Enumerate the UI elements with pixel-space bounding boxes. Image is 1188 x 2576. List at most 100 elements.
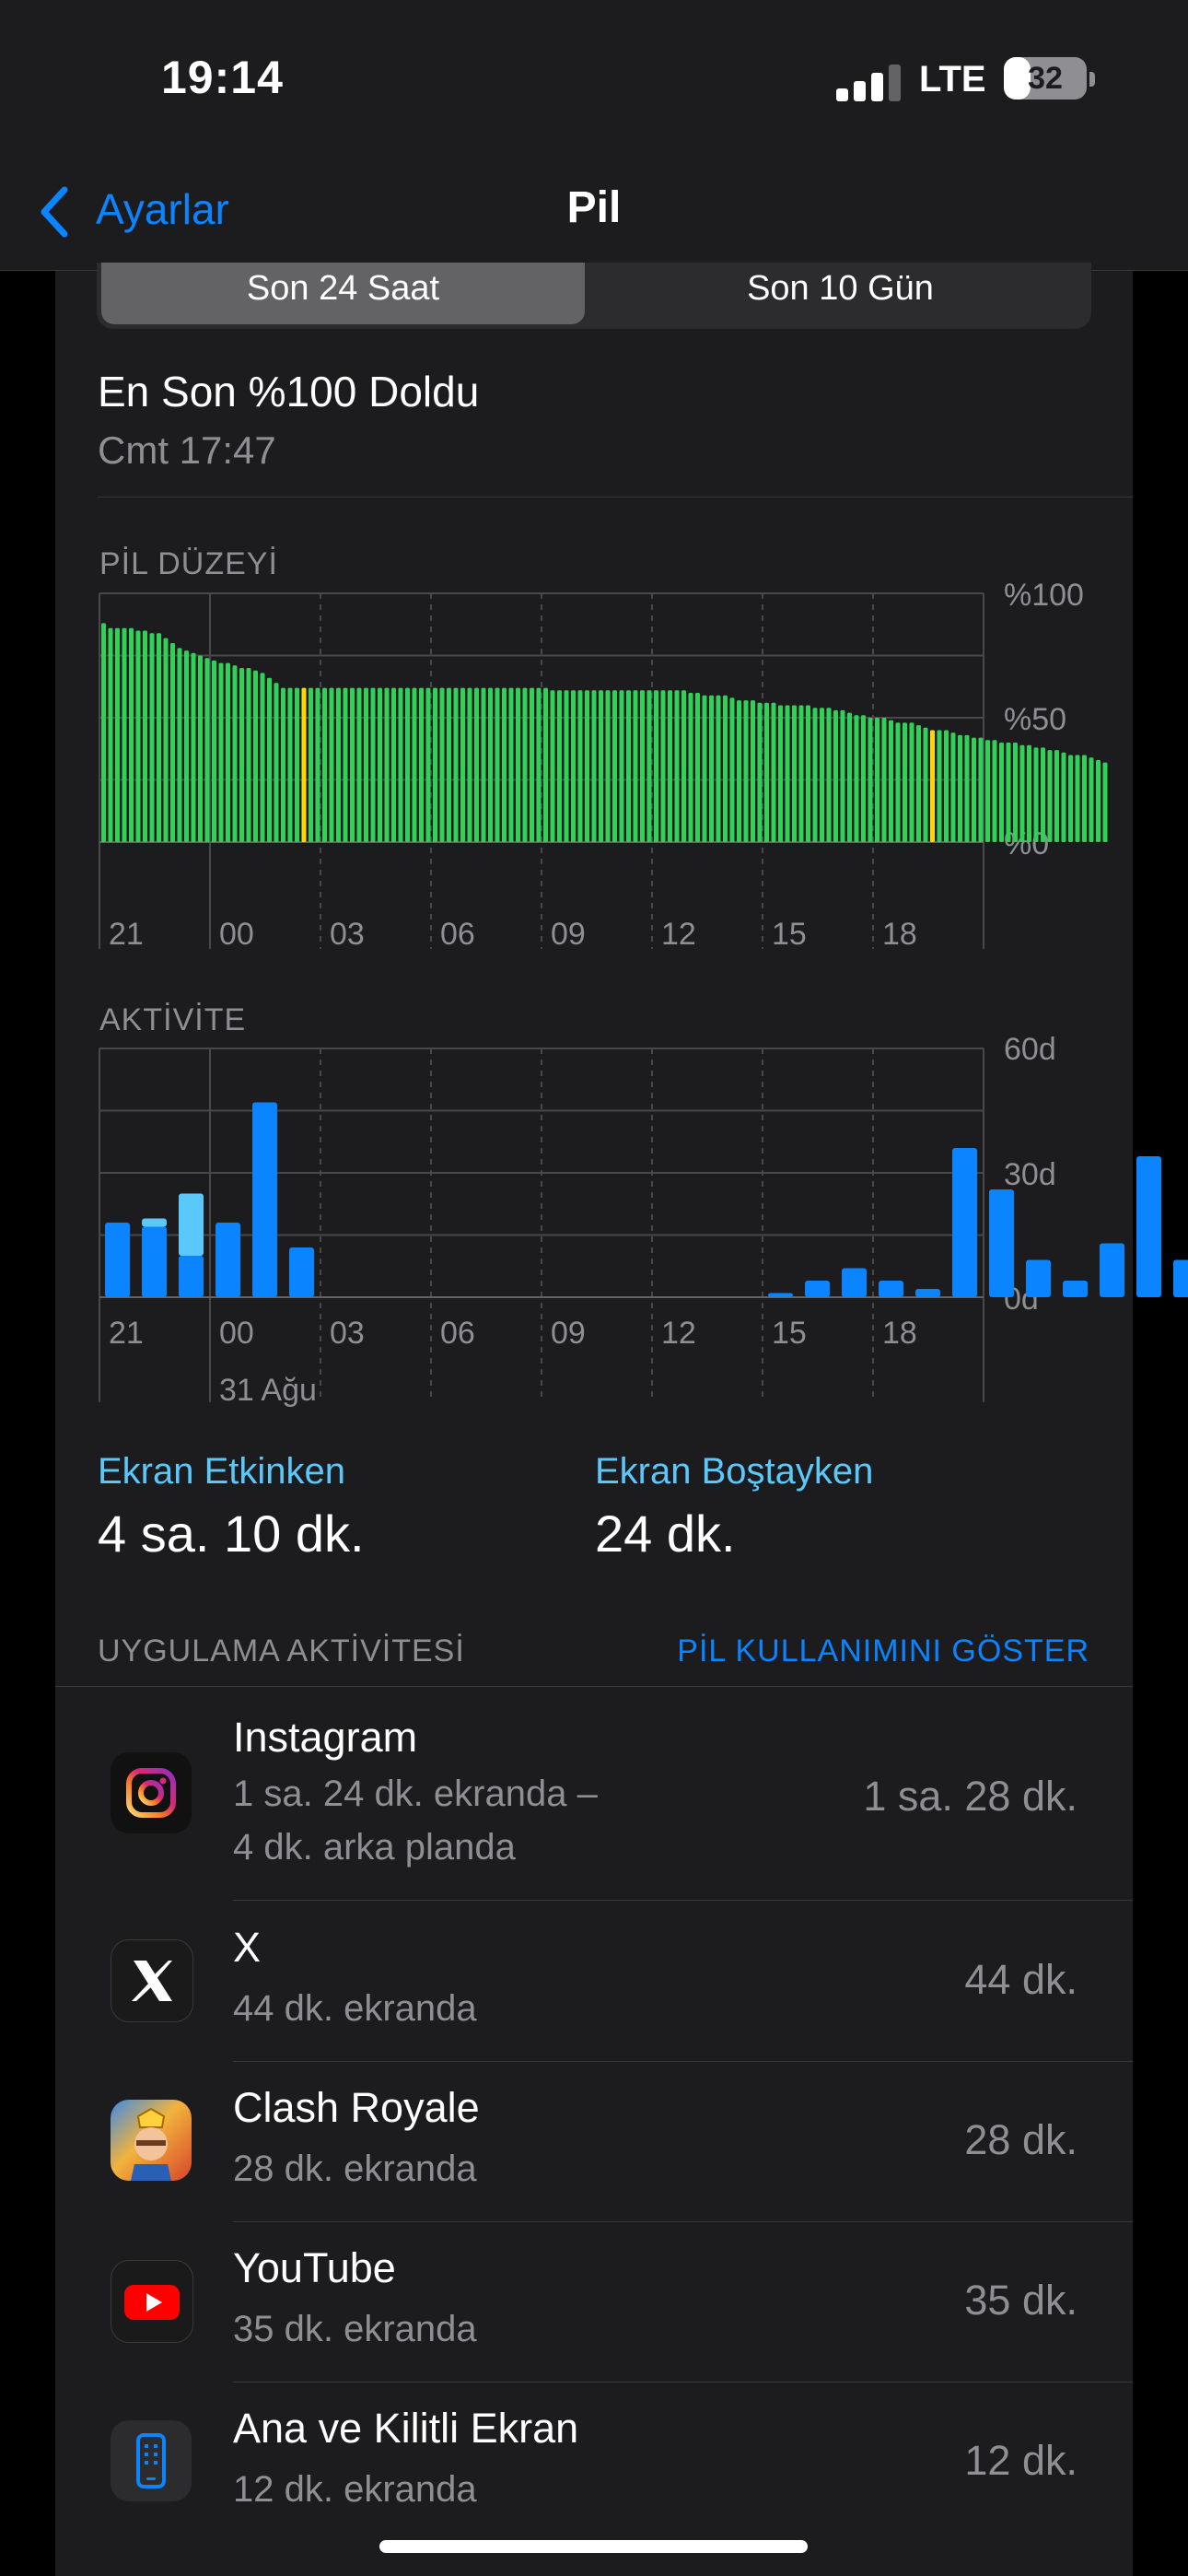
battery-level-bar [170,643,175,842]
battery-level-bar [577,690,583,842]
activity-bar-screen-on [289,1247,314,1297]
battery-x-tick-label: 18 [882,917,917,952]
app-activity-title: UYGULAMA AKTİVİTESİ [98,1633,465,1669]
battery-level-bar [599,690,603,842]
battery-level-chart-title: PİL DÜZEYİ [99,546,278,581]
app-row-youtube[interactable]: YouTube 35 dk. ekranda 35 dk. [55,2221,1133,2383]
clash-royale-icon [111,2100,192,2181]
battery-level-bar [585,690,589,842]
activity-bar-screen-on [105,1223,130,1297]
activity-x-tick-label: 06 [440,1316,475,1351]
battery-level-bar [646,690,652,842]
x-icon [111,1939,193,2022]
battery-level-bar [889,720,893,842]
battery-level-bar [226,662,230,842]
battery-level-bar [1102,762,1108,842]
battery-level-bar [792,705,797,842]
segment-last-24-hours[interactable]: Son 24 Saat [246,269,440,308]
activity-bar-screen-on [1136,1156,1161,1297]
app-name: Ana ve Kilitli Ekran [233,2405,579,2452]
battery-level-bar [433,687,437,842]
home-lock-screen-icon [111,2420,192,2501]
activity-bar-screen-on [842,1268,867,1297]
battery-level-bar [398,687,403,842]
battery-level-bar [378,687,382,842]
app-row-x[interactable]: X 44 dk. ekranda 44 dk. [55,1901,1133,2062]
battery-level-bar [474,687,479,842]
battery-level-bar [944,730,949,842]
activity-bar-screen-on [142,1226,167,1297]
battery-level-bar [709,695,714,842]
activity-x-tick-label: 18 [882,1316,917,1351]
battery-level-bar [198,655,203,842]
battery-level-bar [412,687,417,842]
activity-bar-screen-on [768,1293,793,1297]
activity-bar-screen-on [1173,1259,1188,1297]
activity-bar-screen-on [179,1256,204,1297]
battery-level-bar [135,630,141,842]
battery-x-tick-label: 15 [772,917,807,952]
battery-level-bar [191,652,196,842]
battery-level-bar [274,683,279,842]
screen-idle-label: Ekran Boştayken [595,1451,874,1492]
screen-active-label: Ekran Etkinken [98,1451,346,1492]
battery-level-bar [688,693,693,842]
battery-x-tick-label: 12 [661,917,696,952]
battery-level-bar [350,687,355,842]
battery-level-bar [405,687,410,842]
battery-level-bar [868,718,873,842]
back-button[interactable]: Ayarlar [96,185,229,233]
battery-x-tick-label: 06 [440,917,475,952]
battery-level-bar [557,690,562,842]
battery-level-bar [903,722,907,842]
battery-level-bar [177,648,182,842]
chevron-left-icon[interactable] [37,184,74,240]
battery-level-bar [633,690,638,842]
battery-level-bar [163,638,169,842]
show-battery-usage-button[interactable]: PİL KULLANIMINI GÖSTER [677,1633,1089,1669]
network-type: LTE [919,59,986,100]
battery-level-bar [204,658,210,842]
battery-level-bar [1041,747,1045,842]
activity-y-tick-label: 30d [1004,1157,1056,1192]
app-row-home-lock-screen[interactable]: Ana ve Kilitli Ekran 12 dk. ekranda 12 d… [55,2382,1133,2542]
battery-level-bar [1006,743,1011,842]
activity-bar-screen-on [215,1223,240,1297]
last-full-charge-title: En Son %100 Doldu [98,368,480,416]
app-row-instagram[interactable]: Instagram 1 sa. 24 dk. ekranda – 4 dk. a… [55,1688,1133,1901]
battery-level-bar [364,687,368,842]
battery-level-bar [778,705,783,842]
battery-level-bar [516,687,520,842]
activity-bar-screen-on [1063,1281,1088,1297]
battery-level-bar [309,687,313,842]
battery-y-tick-label: %100 [1004,578,1084,613]
app-usage-time: 1 sa. 28 dk. [863,1773,1077,1820]
app-name: YouTube [233,2244,396,2291]
battery-level: 32 [1028,61,1063,96]
battery-level-bar [218,662,224,842]
segment-last-10-days[interactable]: Son 10 Gün [747,269,934,308]
battery-level-bar [1061,752,1066,842]
battery-level-bar [343,687,348,842]
home-indicator [379,2540,808,2553]
battery-level-bar [895,722,901,842]
battery-level-bar [937,730,942,842]
battery-level-bar [757,702,763,842]
segment-selected-background [101,263,585,324]
battery-level-bar [322,687,327,842]
battery-level-bar [157,633,161,842]
battery-level-bar [798,705,804,842]
battery-level-bar [315,687,320,842]
battery-level-bar [246,668,251,842]
battery-level-bar [536,687,542,842]
battery-level-bar [467,687,472,842]
divider [233,1900,1133,1901]
activity-bar-screen-on [1026,1259,1051,1297]
battery-level-bar [143,630,147,842]
battery-level-bar [1054,750,1059,842]
battery-level-bar [295,687,299,842]
battery-level-bar [488,687,493,842]
battery-level-bar [668,690,672,842]
app-row-clash-royale[interactable]: Clash Royale 28 dk. ekranda 28 dk. [55,2061,1133,2222]
